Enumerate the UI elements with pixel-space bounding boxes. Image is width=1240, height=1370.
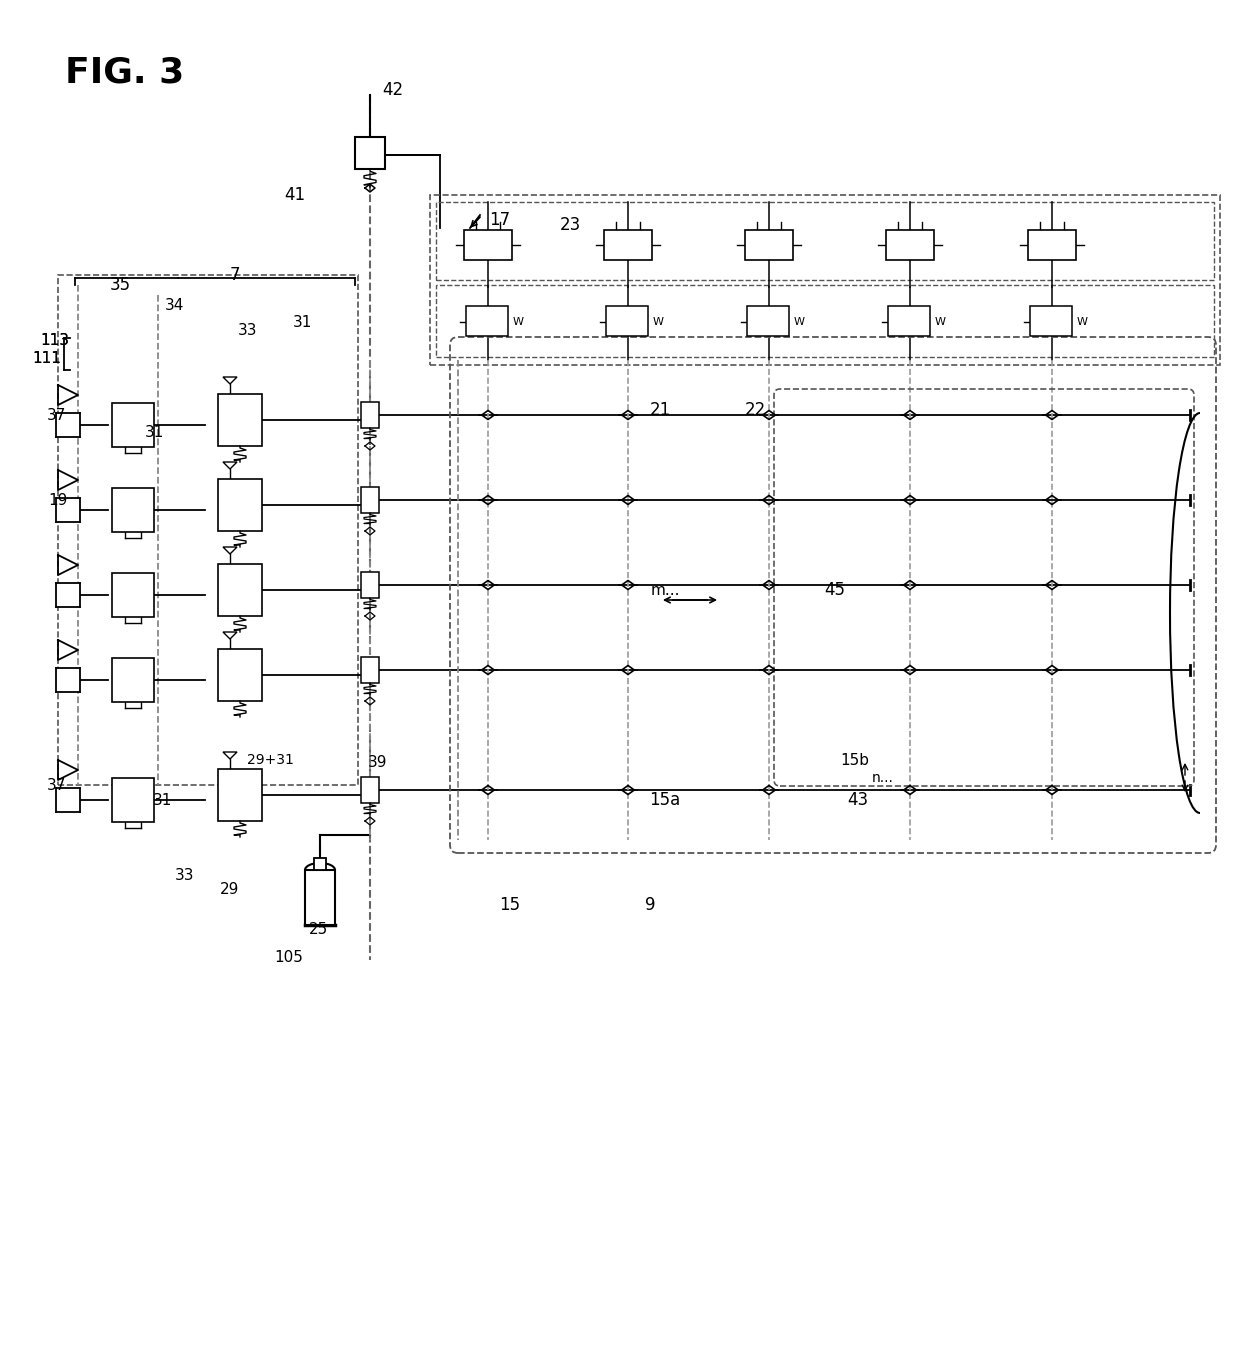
Bar (58, 275, 358, 785)
Bar (112, 403, 154, 447)
Bar (218, 564, 262, 616)
Bar (112, 778, 154, 822)
Text: 31: 31 (153, 792, 171, 807)
Text: 37: 37 (47, 778, 67, 792)
Bar (218, 649, 262, 701)
Text: 15a: 15a (650, 790, 681, 810)
Text: W: W (794, 316, 805, 327)
Bar (218, 395, 262, 447)
Bar (314, 858, 326, 870)
Text: 7: 7 (229, 266, 241, 284)
Bar (887, 230, 934, 260)
Bar (218, 769, 262, 821)
Polygon shape (223, 377, 237, 384)
Bar (1028, 230, 1076, 260)
Text: 39: 39 (368, 755, 388, 770)
Text: 31: 31 (145, 425, 165, 440)
Text: 33: 33 (238, 322, 258, 337)
Text: 17: 17 (490, 211, 511, 229)
Text: 34: 34 (165, 297, 185, 312)
Bar (112, 658, 154, 701)
Text: FIG. 3: FIG. 3 (64, 55, 185, 89)
Text: 111: 111 (32, 351, 62, 366)
Text: 43: 43 (847, 790, 868, 810)
Bar (56, 788, 81, 812)
Text: 22: 22 (744, 401, 765, 419)
Text: 105: 105 (274, 951, 304, 966)
Bar (466, 306, 508, 336)
Bar (604, 230, 652, 260)
Text: 29: 29 (221, 882, 239, 897)
Bar (1030, 306, 1073, 336)
Bar (888, 306, 930, 336)
Text: W: W (1078, 316, 1087, 327)
Bar (112, 488, 154, 532)
Bar (745, 230, 794, 260)
Text: W: W (935, 316, 946, 327)
Text: 33: 33 (175, 867, 195, 882)
Polygon shape (223, 632, 237, 638)
Text: 111: 111 (32, 351, 62, 366)
Text: 113: 113 (41, 333, 69, 348)
Text: 35: 35 (109, 275, 130, 295)
Text: W: W (513, 316, 525, 327)
Text: 15b: 15b (841, 752, 869, 767)
Polygon shape (223, 462, 237, 469)
Bar (56, 499, 81, 522)
Bar (361, 401, 379, 427)
Text: W: W (653, 316, 663, 327)
Text: 9: 9 (645, 896, 655, 914)
Bar (218, 479, 262, 532)
Text: 42: 42 (382, 81, 403, 99)
Text: 37: 37 (47, 407, 67, 422)
Text: 15: 15 (500, 896, 521, 914)
Bar (430, 195, 1220, 364)
Text: 23: 23 (559, 216, 580, 234)
Bar (464, 230, 512, 260)
Bar (56, 669, 81, 692)
Text: 41: 41 (284, 186, 305, 204)
Text: 31: 31 (294, 315, 312, 330)
Bar (361, 658, 379, 684)
Text: n...: n... (872, 771, 894, 785)
Bar (56, 584, 81, 607)
Polygon shape (223, 752, 237, 759)
Bar (112, 573, 154, 616)
Bar (361, 573, 379, 597)
Polygon shape (223, 547, 237, 553)
Text: 113: 113 (41, 333, 69, 348)
Bar (355, 137, 384, 169)
Bar (361, 486, 379, 512)
Text: 19: 19 (48, 492, 68, 507)
Bar (361, 777, 379, 803)
Bar (305, 870, 335, 925)
Bar (56, 412, 81, 437)
Text: 25: 25 (309, 922, 327, 937)
Text: 21: 21 (650, 401, 671, 419)
Text: 29+31: 29+31 (247, 754, 294, 767)
Bar (746, 306, 789, 336)
Bar (436, 285, 1214, 358)
Text: 45: 45 (825, 581, 846, 599)
Bar (606, 306, 649, 336)
Bar (436, 201, 1214, 279)
Text: m...: m... (650, 582, 680, 597)
